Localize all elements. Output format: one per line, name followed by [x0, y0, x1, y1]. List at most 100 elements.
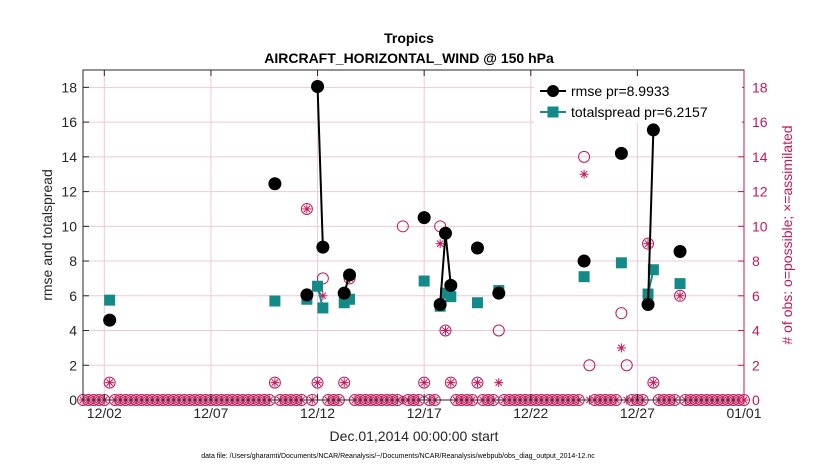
obs-possible-point: [300, 202, 313, 215]
rmse-point: [470, 241, 484, 255]
totalspread-point: [317, 302, 329, 314]
rmse-point: [337, 286, 351, 300]
y-axis-label-right: # of obs: o=possible; ×=assimilated: [779, 125, 795, 344]
obs-possible-point: [396, 220, 409, 233]
obs-possible-point: [444, 376, 457, 389]
axis-ticks: 12/02 12/07 12/12 12/17 12/22 12/27 01/0102468…: [61, 70, 768, 421]
obs-assimilated-stroke: [676, 292, 684, 300]
x-tick-label: 12/17: [407, 405, 442, 421]
y-tick-label-right: 12: [752, 184, 768, 200]
rmse-point: [492, 286, 506, 300]
y-tick-label-right: 0: [752, 392, 760, 408]
rmse-point: [300, 288, 314, 302]
legend-totalspread-marker: [547, 106, 559, 118]
totalspread-point: [312, 280, 324, 292]
legend-totalspread-label: totalspread pr=6.2157: [571, 104, 708, 120]
obs-possible-point: [492, 324, 505, 337]
totalspread-point: [104, 294, 116, 306]
obs-assimilated-stroke: [303, 205, 311, 213]
y-tick-label-right: 18: [752, 79, 768, 95]
y-tick-label: 4: [69, 323, 77, 339]
totalspread-point: [674, 278, 686, 290]
obs-assimilated-stroke: [473, 379, 481, 387]
y-tick-label-right: 4: [752, 323, 760, 339]
obs-assimilated-point: [419, 378, 429, 388]
y-tick-label-right: 6: [752, 288, 760, 304]
footnote: data file: /Users/gharamti/Documents/NCA…: [201, 453, 595, 460]
x-tick-label: 12/02: [87, 405, 122, 421]
rmse-point: [316, 240, 330, 254]
totalspread-point: [418, 275, 430, 287]
y-tick-label: 18: [61, 79, 77, 95]
rmse-point: [417, 211, 431, 225]
obs-assimilated-point: [435, 239, 445, 249]
obs-possible-point: [578, 150, 591, 163]
obs-possible-point: [439, 324, 452, 337]
obs-possible-point: [583, 359, 596, 372]
obs-assimilated-point: [472, 378, 482, 388]
obs-assimilated-point: [494, 378, 504, 388]
y-tick-label: 14: [61, 149, 77, 165]
obs-assimilated-stroke: [436, 240, 444, 248]
obs-assimilated-point: [313, 378, 323, 388]
totalspread-point: [471, 297, 483, 309]
x-tick-label: 12/12: [300, 405, 335, 421]
data-series: [103, 80, 687, 327]
obs-possible-point: [647, 376, 660, 389]
y-tick-label-right: 10: [752, 218, 768, 234]
obs-assimilated-point: [105, 378, 115, 388]
y-tick-label: 16: [61, 114, 77, 130]
obs-assimilated-point: [675, 291, 685, 301]
obs-possible-point: [338, 376, 351, 389]
x-tick-label: 01/01: [726, 405, 761, 421]
obs-assimilated-stroke: [271, 379, 279, 387]
rmse-point: [444, 278, 458, 292]
totalspread-point: [344, 293, 356, 305]
obs-assimilated-point: [270, 378, 280, 388]
obs-assimilated-stroke: [314, 379, 322, 387]
obs-assimilated-stroke: [617, 344, 625, 352]
y-tick-label: 8: [69, 253, 77, 269]
obs-assimilated-stroke: [649, 379, 657, 387]
y-tick-label: 6: [69, 288, 77, 304]
rmse-point: [343, 268, 357, 282]
obs-assimilated-stroke: [447, 379, 455, 387]
obs-assimilated-stroke: [441, 327, 449, 335]
obs-assimilated-point: [446, 378, 456, 388]
obs-assimilated-point: [616, 343, 626, 353]
y-tick-label-right: 14: [752, 149, 768, 165]
rmse-line: [316, 86, 324, 248]
obs-assimilated-point: [302, 204, 312, 214]
legend-rmse-label: rmse pr=8.9933: [571, 83, 670, 99]
y-tick-label-right: 2: [752, 357, 760, 373]
rmse-point: [268, 177, 282, 191]
totalspread-point: [615, 257, 627, 269]
y-tick-label: 2: [69, 357, 77, 373]
obs-assimilated-stroke: [106, 379, 114, 387]
y-tick-label: 0: [69, 392, 77, 408]
rmse-line: [647, 129, 655, 305]
rmse-point: [433, 297, 447, 311]
obs-possible-point: [620, 359, 633, 372]
obs-possible-point: [674, 289, 687, 302]
obs-possible-point: [268, 376, 281, 389]
obs-assimilated-point: [440, 326, 450, 336]
rmse-point: [641, 297, 655, 311]
legend: rmse pr=8.9933 totalspread pr=6.2157: [534, 77, 742, 123]
obs-possible-point: [471, 376, 484, 389]
obs-assimilated-point: [339, 378, 349, 388]
totalspread-point: [445, 291, 457, 303]
rmse-point: [614, 146, 628, 160]
x-tick-label: 12/07: [193, 405, 228, 421]
legend-rmse-marker: [547, 85, 559, 97]
obs-possible-point: [418, 376, 431, 389]
obs-possible-point: [642, 237, 655, 250]
rmse-point: [103, 313, 117, 327]
rmse-point: [673, 245, 687, 258]
y-tick-label: 10: [61, 218, 77, 234]
obs-assimilated-stroke: [420, 379, 428, 387]
chart-title: Tropics: [384, 30, 434, 46]
y-tick-label-right: 16: [752, 114, 768, 130]
totalspread-point: [647, 264, 659, 276]
